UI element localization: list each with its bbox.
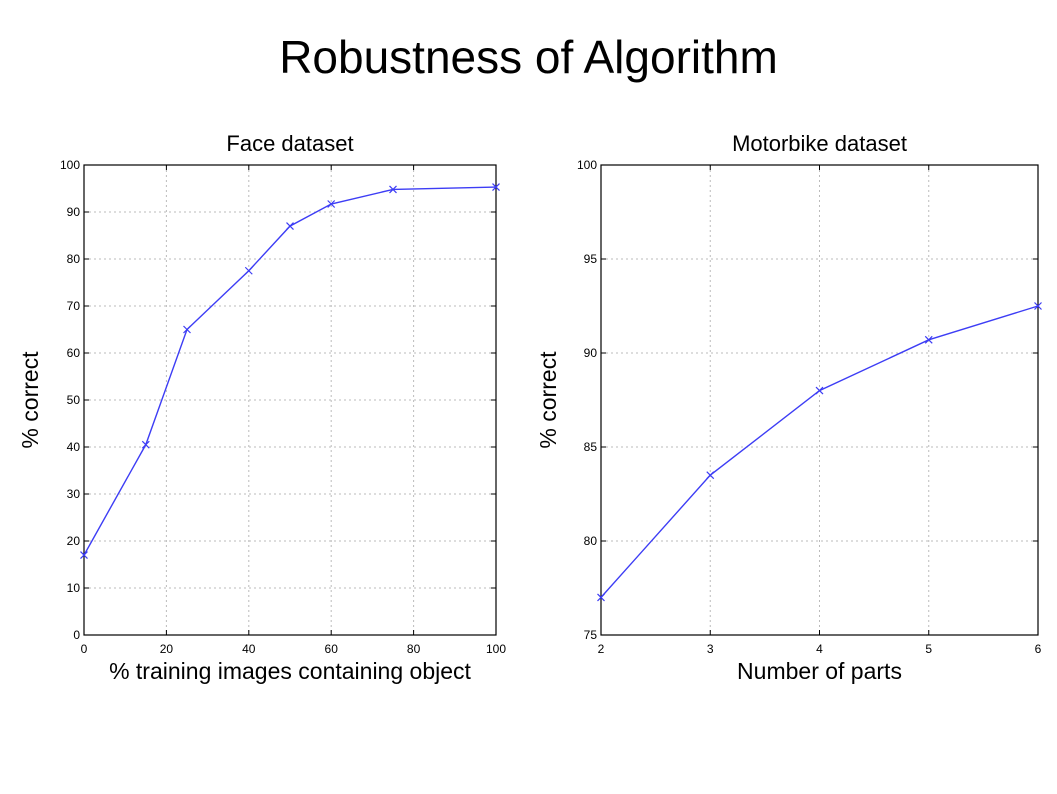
- y-axis-label: % correct: [17, 351, 43, 449]
- data-point: [327, 200, 336, 208]
- data-point: [1034, 302, 1042, 310]
- data-point: [815, 386, 824, 395]
- data-point-stroke: [389, 185, 397, 194]
- data-point-stroke: [80, 551, 88, 560]
- data-point: [597, 593, 605, 602]
- x-tick-label: 0: [81, 642, 88, 656]
- data-point-stroke: [141, 440, 150, 449]
- y-tick-label: 30: [67, 487, 81, 501]
- y-tick-label: 0: [73, 628, 80, 642]
- y-tick-label: 50: [67, 393, 81, 407]
- data-point-stroke: [924, 335, 933, 344]
- data-point-stroke: [1034, 302, 1042, 310]
- data-point-stroke: [492, 183, 500, 192]
- data-point: [706, 471, 715, 480]
- y-axis-label: % correct: [535, 351, 561, 449]
- data-point: [389, 185, 397, 194]
- data-point: [286, 222, 294, 231]
- x-tick-label: 100: [486, 642, 506, 656]
- chart-title: Motorbike dataset: [732, 131, 907, 156]
- chart-2: 2 3 4 5 6 75 80 85 90 95 100 Motorbike dataset Numbe…: [535, 131, 1042, 684]
- x-tick-label: 80: [407, 642, 421, 656]
- chart-1: 0 20 40 60 80 100 0 10 20 30 40 50 60 70 80 90 100 Face d…: [17, 131, 506, 684]
- x-axis-label: % training images containing object: [109, 658, 471, 684]
- data-point-stroke: [244, 266, 253, 275]
- data-point: [183, 325, 191, 334]
- x-tick-label: 3: [707, 642, 714, 656]
- y-tick-label: 95: [584, 252, 598, 266]
- data-point: [924, 335, 933, 344]
- data-point-stroke: [327, 200, 336, 208]
- y-tick-label: 20: [67, 534, 81, 548]
- y-tick-label: 100: [60, 158, 80, 172]
- x-axis-label: Number of parts: [737, 658, 902, 684]
- data-line: [83, 186, 497, 556]
- y-tick-label: 60: [67, 346, 81, 360]
- x-tick-label: 20: [160, 642, 174, 656]
- y-tick-label: 10: [67, 581, 81, 595]
- x-tick-label: 6: [1035, 642, 1042, 656]
- data-point: [141, 440, 150, 449]
- y-tick-label: 100: [577, 158, 597, 172]
- x-tick-label: 40: [242, 642, 256, 656]
- y-tick-label: 70: [67, 299, 81, 313]
- y-tick-label: 75: [584, 628, 598, 642]
- data-point-stroke: [183, 325, 191, 334]
- y-tick-label: 80: [584, 534, 598, 548]
- data-point-stroke: [597, 593, 605, 602]
- y-tick-label: 90: [67, 205, 81, 219]
- data-point-stroke: [286, 222, 294, 231]
- x-tick-label: 4: [816, 642, 823, 656]
- data-point-stroke: [706, 471, 715, 480]
- x-tick-label: 5: [925, 642, 932, 656]
- data-point: [492, 183, 500, 192]
- data-point: [244, 266, 253, 275]
- y-tick-label: 90: [584, 346, 598, 360]
- y-tick-label: 40: [67, 440, 81, 454]
- y-tick-label: 85: [584, 440, 598, 454]
- chart-title: Face dataset: [226, 131, 353, 156]
- slide-title: Robustness of Algorithm: [279, 31, 778, 83]
- y-tick-label: 80: [67, 252, 81, 266]
- data-point-stroke: [815, 386, 824, 395]
- data-point: [80, 551, 88, 560]
- x-tick-label: 60: [325, 642, 339, 656]
- x-tick-label: 2: [598, 642, 605, 656]
